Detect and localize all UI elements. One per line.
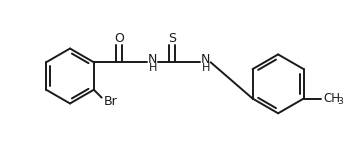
Text: O: O xyxy=(114,32,124,45)
Text: H: H xyxy=(149,63,157,73)
Text: Br: Br xyxy=(104,95,118,108)
Text: N: N xyxy=(148,53,158,66)
Text: S: S xyxy=(169,32,176,45)
Text: CH: CH xyxy=(323,92,340,105)
Text: 3: 3 xyxy=(337,97,343,106)
Text: N: N xyxy=(201,53,210,66)
Text: H: H xyxy=(201,63,210,73)
